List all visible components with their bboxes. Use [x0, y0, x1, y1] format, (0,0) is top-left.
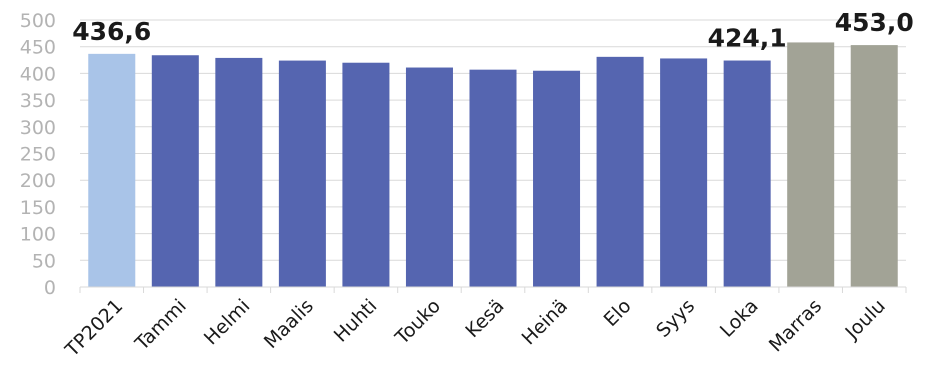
y-tick-label: 400 — [20, 63, 56, 85]
y-tick-label: 450 — [20, 37, 56, 59]
bar — [533, 70, 581, 287]
x-tick-label: Touko — [391, 295, 445, 349]
bar — [787, 42, 835, 287]
x-tick-label: Syys — [652, 295, 699, 342]
data-label: 436,6 — [72, 17, 151, 46]
bar — [723, 60, 771, 287]
y-tick-label: 350 — [20, 90, 56, 112]
bar — [342, 62, 390, 287]
y-tick-label: 500 — [20, 10, 56, 32]
data-label: 453,0 — [835, 8, 914, 37]
bar — [151, 55, 199, 287]
x-tick-label: Joulu — [841, 295, 890, 344]
x-tick-label: Maalis — [260, 295, 318, 353]
bar — [596, 56, 644, 287]
y-tick-label: 300 — [20, 117, 56, 139]
bar — [660, 58, 708, 288]
bar — [215, 57, 263, 287]
bar — [278, 60, 326, 287]
x-tick-label: Kesä — [461, 295, 508, 342]
y-axis-ticks: 0 50 100 150 200 250 300 350 400 450 500 — [20, 10, 56, 299]
x-tick-label: Marras — [765, 295, 826, 356]
bar — [850, 45, 898, 288]
bar — [469, 69, 517, 287]
y-tick-label: 100 — [20, 224, 56, 246]
bar — [405, 67, 453, 287]
x-axis-labels: TP2021 Tammi Helmi Maalis Huhti Touko Kesä Hein… — [61, 295, 890, 362]
x-tick-label: TP2021 — [61, 295, 128, 362]
x-tick-label: Loka — [716, 295, 763, 342]
y-tick-label: 200 — [20, 170, 56, 192]
x-tick-label: Tammi — [130, 295, 190, 355]
y-tick-label: 50 — [32, 250, 56, 272]
bar — [88, 53, 136, 288]
bars — [88, 42, 898, 288]
x-tick-label: Huhti — [330, 295, 382, 347]
y-tick-label: 150 — [20, 197, 56, 219]
x-tick-label: Helmi — [200, 295, 254, 349]
data-labels: 436,6 424,1 453,0 — [72, 8, 914, 52]
y-tick-label: 0 — [44, 277, 56, 299]
y-tick-label: 250 — [20, 144, 56, 166]
x-tick-label: Elo — [600, 295, 636, 331]
x-axis-tick-marks — [79, 287, 907, 293]
x-tick-label: Heinä — [518, 295, 572, 349]
data-label: 424,1 — [708, 24, 787, 53]
